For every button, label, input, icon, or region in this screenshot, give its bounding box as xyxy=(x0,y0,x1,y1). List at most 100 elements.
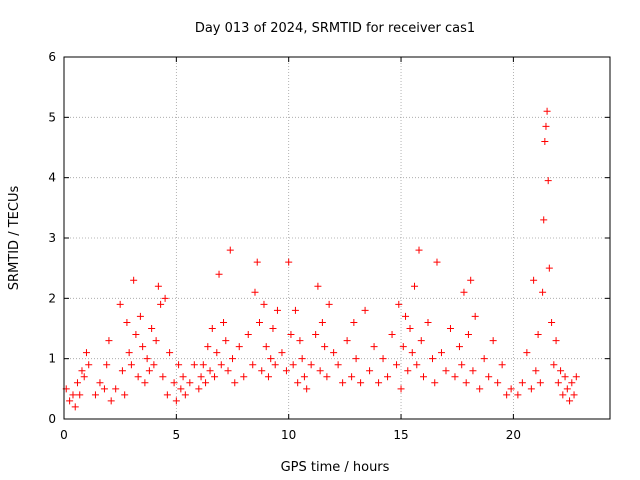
data-point xyxy=(352,355,360,363)
data-point xyxy=(145,367,153,375)
data-point xyxy=(282,367,290,375)
data-point xyxy=(112,385,120,393)
data-point xyxy=(197,373,205,381)
data-point xyxy=(125,349,133,357)
data-point xyxy=(530,276,538,284)
data-point xyxy=(321,343,329,351)
data-point xyxy=(199,361,207,369)
data-point xyxy=(186,379,194,387)
data-point xyxy=(134,373,142,381)
data-point xyxy=(446,325,454,332)
data-point xyxy=(559,391,567,399)
data-point xyxy=(251,288,259,296)
data-point xyxy=(215,270,223,278)
data-point xyxy=(116,300,124,308)
data-point xyxy=(294,379,302,387)
data-point xyxy=(557,367,565,375)
grid-lines xyxy=(64,57,610,419)
data-point xyxy=(503,391,511,399)
x-tick-label: 10 xyxy=(281,428,296,442)
data-point xyxy=(544,177,552,185)
data-point xyxy=(150,361,158,369)
data-point xyxy=(393,361,401,369)
data-point xyxy=(139,343,147,351)
data-point xyxy=(190,361,198,369)
data-point xyxy=(572,373,580,381)
data-point xyxy=(561,373,569,381)
data-point xyxy=(78,367,86,375)
data-point xyxy=(518,379,526,387)
data-point xyxy=(534,331,542,339)
data-point xyxy=(262,343,270,351)
data-point xyxy=(471,312,479,320)
data-point xyxy=(540,216,548,224)
data-point xyxy=(136,312,144,320)
data-point xyxy=(408,349,416,357)
data-point xyxy=(240,373,248,381)
data-point xyxy=(350,318,358,326)
data-point xyxy=(244,331,252,339)
data-point xyxy=(402,312,410,320)
data-point xyxy=(170,379,178,387)
data-point xyxy=(469,367,477,375)
data-point xyxy=(318,318,326,326)
data-point xyxy=(177,385,185,393)
x-tick-label: 20 xyxy=(506,428,521,442)
data-point xyxy=(235,343,243,351)
data-point xyxy=(105,337,113,345)
data-point xyxy=(118,367,126,375)
data-point xyxy=(289,361,297,369)
data-point xyxy=(222,337,230,345)
data-point xyxy=(181,391,189,399)
data-point xyxy=(202,379,210,387)
data-point xyxy=(527,385,535,393)
data-point xyxy=(532,367,540,375)
data-point xyxy=(127,361,135,369)
data-point xyxy=(278,349,286,357)
data-point xyxy=(334,361,342,369)
data-point xyxy=(179,373,187,381)
data-point xyxy=(303,385,311,393)
y-axis-label: SRMTID / TECUs xyxy=(7,186,22,291)
data-point xyxy=(458,361,466,369)
data-point xyxy=(554,379,562,387)
y-tick-label: 6 xyxy=(48,50,56,64)
data-point xyxy=(563,385,571,393)
data-point xyxy=(300,373,308,381)
data-point xyxy=(357,379,365,387)
data-point xyxy=(424,318,432,326)
data-point xyxy=(85,361,93,369)
data-point xyxy=(325,300,333,308)
y-tick-label: 3 xyxy=(48,231,56,245)
data-point xyxy=(370,343,378,351)
data-point xyxy=(494,379,502,387)
data-point xyxy=(71,403,79,411)
data-point xyxy=(339,379,347,387)
data-point xyxy=(566,397,574,405)
x-tick-label: 0 xyxy=(60,428,68,442)
data-point xyxy=(260,300,268,308)
data-point xyxy=(91,391,99,399)
data-point xyxy=(143,355,151,363)
data-point xyxy=(107,397,115,405)
data-point xyxy=(80,373,88,381)
data-point xyxy=(420,373,428,381)
data-point xyxy=(384,373,392,381)
data-point xyxy=(298,355,306,363)
data-point xyxy=(460,288,468,296)
data-point xyxy=(291,306,299,314)
data-point xyxy=(258,367,266,375)
data-point xyxy=(467,276,475,284)
data-point xyxy=(217,361,225,369)
data-point xyxy=(489,337,497,345)
data-point xyxy=(399,343,407,351)
data-point xyxy=(464,331,472,339)
data-point xyxy=(541,137,549,145)
data-point xyxy=(231,379,239,387)
data-point xyxy=(411,282,419,290)
data-point xyxy=(476,385,484,393)
data-point xyxy=(204,343,212,351)
data-point xyxy=(73,379,81,387)
data-point xyxy=(100,385,108,393)
